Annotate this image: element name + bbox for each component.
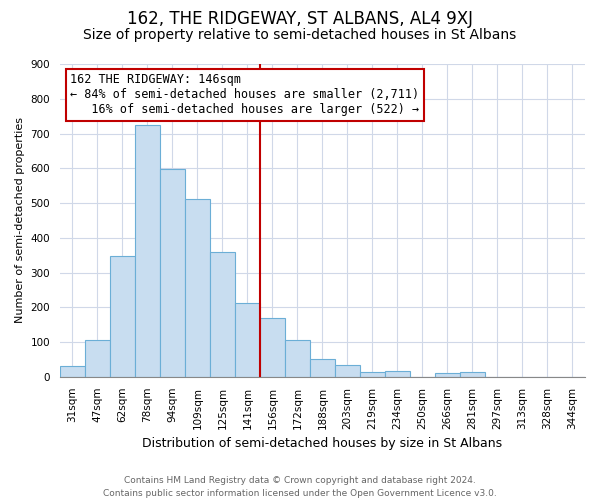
- Bar: [435, 372, 460, 377]
- Bar: [235, 303, 260, 377]
- Bar: [285, 340, 310, 377]
- Bar: [310, 358, 335, 377]
- Bar: [260, 318, 285, 377]
- Bar: [210, 252, 235, 377]
- Bar: [385, 371, 410, 377]
- Text: Contains HM Land Registry data © Crown copyright and database right 2024.
Contai: Contains HM Land Registry data © Crown c…: [103, 476, 497, 498]
- Bar: [110, 256, 135, 377]
- Bar: [60, 366, 85, 377]
- Text: Size of property relative to semi-detached houses in St Albans: Size of property relative to semi-detach…: [83, 28, 517, 42]
- Bar: [185, 199, 210, 377]
- Text: 162, THE RIDGEWAY, ST ALBANS, AL4 9XJ: 162, THE RIDGEWAY, ST ALBANS, AL4 9XJ: [127, 10, 473, 28]
- Bar: [160, 170, 185, 377]
- Bar: [360, 372, 385, 377]
- Text: 162 THE RIDGEWAY: 146sqm
← 84% of semi-detached houses are smaller (2,711)
   16: 162 THE RIDGEWAY: 146sqm ← 84% of semi-d…: [70, 74, 419, 116]
- Bar: [85, 340, 110, 377]
- Bar: [335, 364, 360, 377]
- Y-axis label: Number of semi-detached properties: Number of semi-detached properties: [15, 118, 25, 324]
- Bar: [460, 372, 485, 377]
- X-axis label: Distribution of semi-detached houses by size in St Albans: Distribution of semi-detached houses by …: [142, 437, 503, 450]
- Bar: [135, 125, 160, 377]
